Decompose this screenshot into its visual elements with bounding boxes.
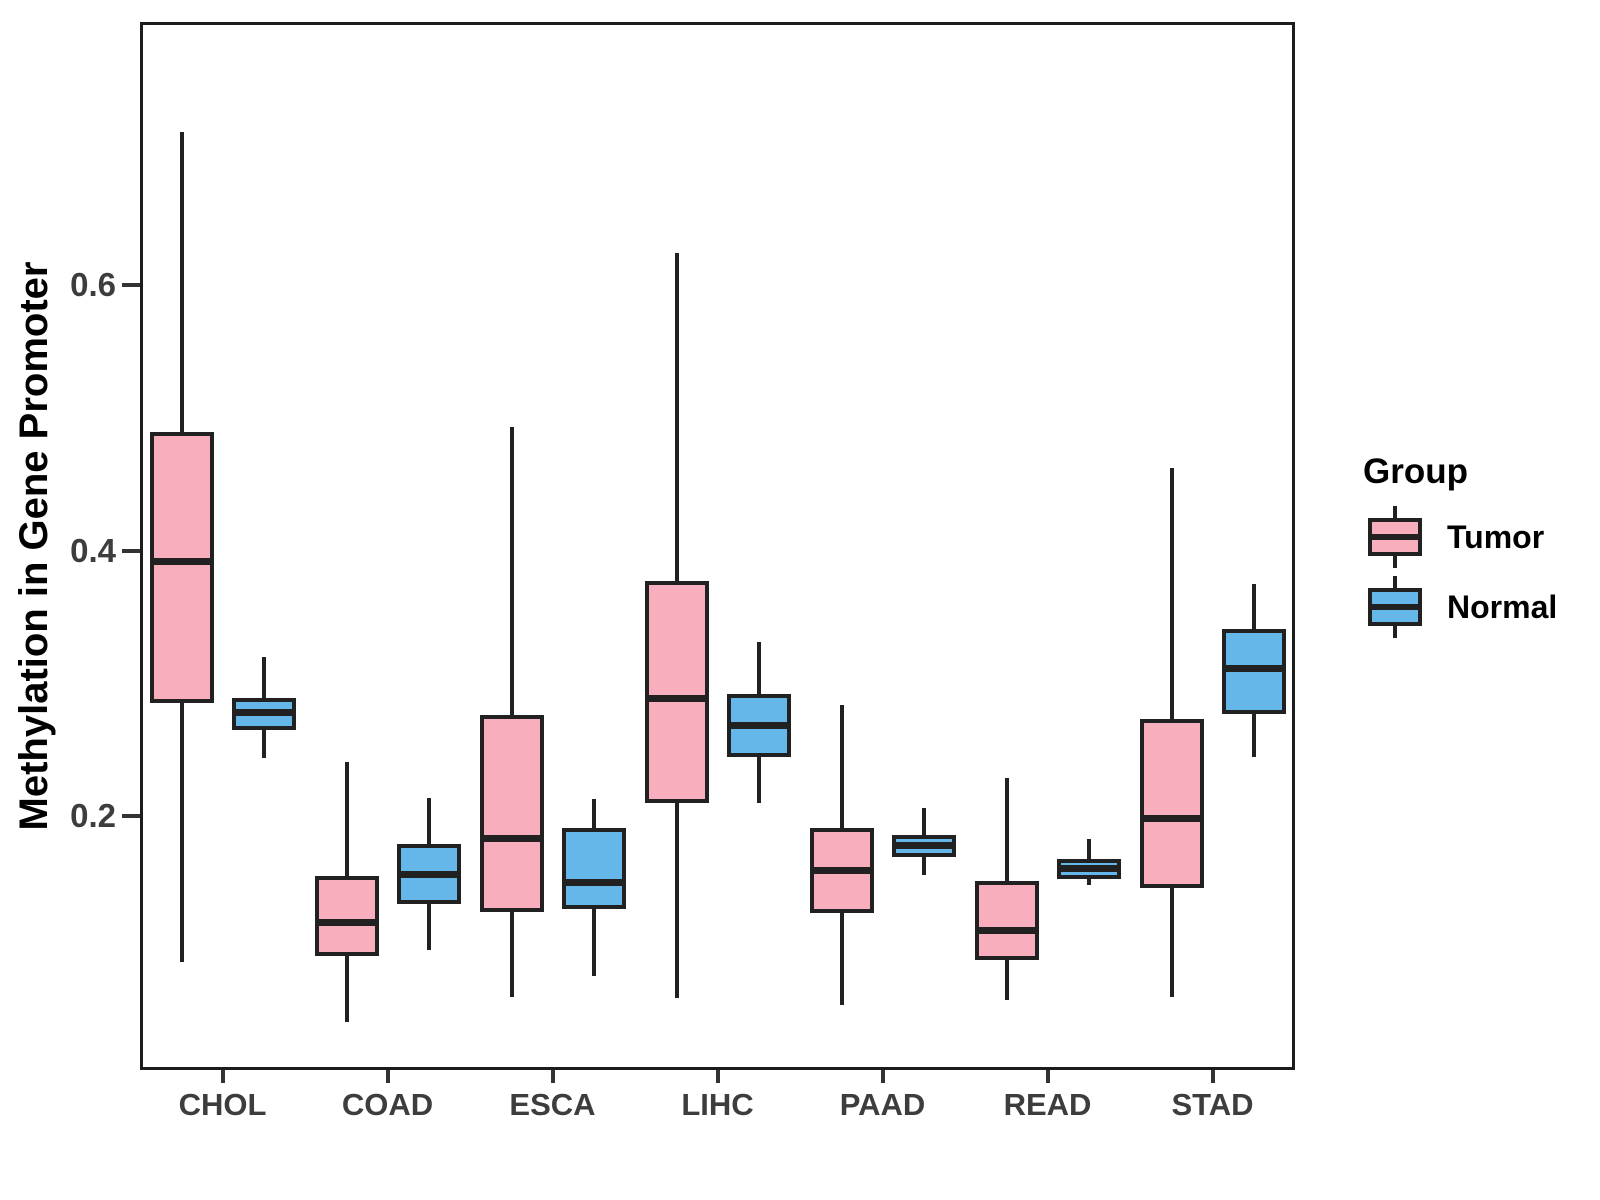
- median-ESCA-normal: [561, 879, 626, 887]
- legend-item-label: Normal: [1447, 589, 1558, 625]
- whisker-upper-STAD-normal: [1251, 583, 1256, 629]
- whisker-lower-READ-normal: [1086, 878, 1091, 886]
- whisker-lower-CHOL-normal: [261, 729, 266, 758]
- whisker-lower-LIHC-tumor: [674, 803, 679, 999]
- x-tick-mark: [1045, 1070, 1050, 1083]
- whisker-upper-LIHC-normal: [756, 642, 761, 695]
- whisker-lower-COAD-normal: [426, 903, 431, 951]
- box-ESCA-normal: [561, 828, 626, 910]
- legend-item-label: Tumor: [1447, 519, 1545, 555]
- whisker-upper-READ-normal: [1086, 838, 1091, 859]
- x-tick-label: PAAD: [839, 1087, 926, 1122]
- median-CHOL-normal: [231, 709, 296, 717]
- median-READ-tumor: [974, 927, 1039, 935]
- whisker-lower-PAAD-normal: [921, 857, 926, 875]
- whisker-lower-CHOL-tumor: [179, 703, 184, 963]
- x-tick-mark: [220, 1070, 225, 1083]
- x-tick-mark: [715, 1070, 720, 1083]
- y-tick-mark: [122, 282, 140, 287]
- median-READ-normal: [1056, 864, 1121, 872]
- legend-key-median-tumor: [1368, 534, 1422, 540]
- whisker-upper-CHOL-normal: [261, 656, 266, 699]
- box-STAD-tumor: [1139, 719, 1204, 889]
- whisker-lower-READ-tumor: [1004, 959, 1009, 1000]
- box-READ-tumor: [974, 881, 1039, 960]
- y-tick-mark: [122, 814, 140, 819]
- whisker-lower-COAD-tumor: [344, 955, 349, 1023]
- whisker-upper-STAD-tumor: [1169, 468, 1174, 720]
- whisker-lower-STAD-tumor: [1169, 888, 1174, 997]
- median-STAD-normal: [1221, 665, 1286, 673]
- x-tick-mark: [1210, 1070, 1215, 1083]
- whisker-upper-ESCA-tumor: [509, 427, 514, 716]
- whisker-lower-ESCA-normal: [591, 909, 596, 976]
- median-PAAD-normal: [891, 842, 956, 850]
- box-ESCA-tumor: [479, 715, 544, 912]
- box-COAD-tumor: [314, 876, 379, 956]
- median-STAD-tumor: [1139, 815, 1204, 823]
- x-tick-label: READ: [1003, 1087, 1092, 1122]
- x-tick-label: STAD: [1171, 1087, 1254, 1122]
- y-tick-label: 0.4: [70, 531, 116, 569]
- x-tick-label: ESCA: [509, 1087, 596, 1122]
- whisker-lower-PAAD-tumor: [839, 913, 844, 1005]
- median-COAD-tumor: [314, 919, 379, 927]
- median-LIHC-tumor: [644, 694, 709, 702]
- median-COAD-normal: [396, 871, 461, 879]
- whisker-upper-CHOL-tumor: [179, 132, 184, 433]
- box-LIHC-tumor: [644, 581, 709, 803]
- x-tick-label: LIHC: [681, 1087, 754, 1122]
- x-tick-mark: [880, 1070, 885, 1083]
- box-CHOL-tumor: [149, 432, 214, 704]
- median-PAAD-tumor: [809, 867, 874, 875]
- whisker-lower-LIHC-normal: [756, 756, 761, 803]
- x-tick-label: COAD: [341, 1087, 434, 1122]
- x-tick-mark: [550, 1070, 555, 1083]
- y-tick-label: 0.6: [70, 265, 116, 303]
- whisker-lower-ESCA-tumor: [509, 911, 514, 997]
- y-tick-mark: [122, 548, 140, 553]
- x-tick-label: CHOL: [178, 1087, 267, 1122]
- whisker-lower-STAD-normal: [1251, 714, 1256, 757]
- x-tick-mark: [385, 1070, 390, 1083]
- legend-key-median-normal: [1368, 604, 1422, 610]
- whisker-upper-LIHC-tumor: [674, 253, 679, 582]
- whisker-upper-READ-tumor: [1004, 777, 1009, 882]
- median-LIHC-normal: [726, 722, 791, 730]
- median-CHOL-tumor: [149, 557, 214, 565]
- y-tick-label: 0.2: [70, 797, 116, 835]
- whisker-upper-COAD-normal: [426, 797, 431, 845]
- legend-title: Group: [1363, 452, 1468, 491]
- whisker-upper-COAD-tumor: [344, 761, 349, 877]
- median-ESCA-tumor: [479, 835, 544, 843]
- whisker-upper-ESCA-normal: [591, 799, 596, 829]
- whisker-upper-PAAD-normal: [921, 808, 926, 835]
- whisker-upper-PAAD-tumor: [839, 704, 844, 829]
